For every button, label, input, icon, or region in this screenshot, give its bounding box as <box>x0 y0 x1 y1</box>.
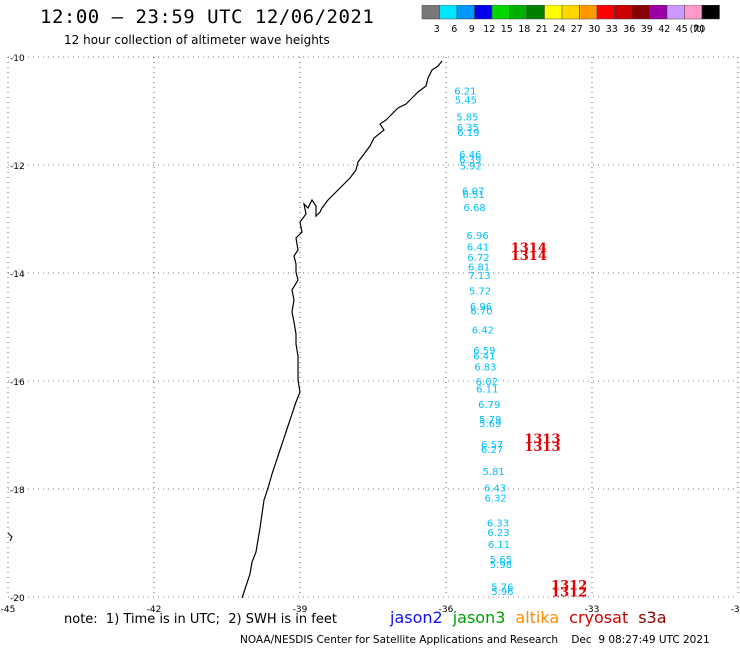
pass-time-label: 1313 <box>524 440 560 455</box>
wave-height-label: 6.96 <box>470 302 492 313</box>
wave-height-label: 6.96 <box>466 231 488 242</box>
legend-label: 30 <box>588 24 600 35</box>
grid-lines: -45 -42 -39 -36 -33 -30 -10 -12 -14 -16 -18 -20 <box>1 54 740 615</box>
legend-label: 39 <box>641 24 653 35</box>
wave-height-label: 5.96 <box>491 587 513 598</box>
wave-height-label: 5.85 <box>456 112 478 123</box>
wave-height-label: 5.65 <box>490 555 512 566</box>
wave-height-label: 6.07 <box>462 186 484 197</box>
legend-label: 27 <box>571 24 583 35</box>
page-title: 12:00 – 23:59 UTC 12/06/2021 <box>40 6 375 28</box>
legend-label: 33 <box>606 24 618 35</box>
wave-height-label: 5.79 <box>479 415 501 426</box>
wave-height-label: 6.43 <box>484 483 506 494</box>
wave-height-label: 6.70 <box>470 306 492 317</box>
wave-height-label: 5.72 <box>469 286 491 297</box>
legend-label: 24 <box>553 24 565 35</box>
note-text: note: 1) Time is in UTC; 2) SWH is in fe… <box>64 612 337 627</box>
wave-height-label: 6.68 <box>464 203 486 214</box>
pass-time-label: 1314 <box>511 249 547 264</box>
wave-height-label: 6.42 <box>472 326 494 337</box>
credit-line: NOAA/NESDIS Center for Satellite Applica… <box>240 634 710 646</box>
wave-height-label: 6.35 <box>457 123 479 134</box>
wave-height-label: 6.02 <box>476 377 498 388</box>
legend-label: 45 <box>676 24 688 35</box>
lat-tick-label: -16 <box>10 378 25 388</box>
wave-height-label: 5.81 <box>483 467 505 478</box>
pass-time-label: 1312 <box>551 579 587 594</box>
wave-height-label: 6.83 <box>474 362 496 373</box>
pass-time-label: 1314 <box>511 241 547 256</box>
satellite-s3a: s3a <box>638 608 667 627</box>
pass-time-label: 1313 <box>524 432 560 447</box>
legend-swatch <box>701 5 720 20</box>
wave-height-label: 6.11 <box>476 385 498 396</box>
color-legend: 3 6 9 12 15 18 21 24 27 30 33 36 39 42 45 70(ft) <box>421 5 720 35</box>
wave-height-label: 6.79 <box>478 400 500 411</box>
lon-tick-label: -36 <box>439 605 454 615</box>
wave-height-label: 6.41 <box>467 243 489 254</box>
wave-height-label: 6.32 <box>484 494 506 505</box>
satellite-jason2: jason2 <box>390 608 443 627</box>
lon-tick-label: -42 <box>147 605 162 615</box>
wave-height-label: 5.45 <box>455 96 477 107</box>
legend-label: 3 <box>434 24 440 35</box>
coastline <box>241 60 443 599</box>
page-subtitle: 12 hour collection of altimeter wave hei… <box>64 33 330 47</box>
legend-units: (ft) <box>690 24 704 35</box>
wave-height-label: 6.46 <box>459 150 481 161</box>
legend-label: 18 <box>518 24 530 35</box>
satellite-cryosat: cryosat <box>569 608 629 627</box>
wave-height-label: 6.19 <box>457 128 479 139</box>
wave-height-label: 6.11 <box>488 540 510 551</box>
legend-label: 15 <box>501 24 513 35</box>
lon-tick-label: -30 <box>731 605 740 615</box>
legend-label: 21 <box>536 24 548 35</box>
wave-height-label: 6.27 <box>481 445 503 456</box>
pass-time-label: 1312 <box>551 586 587 601</box>
lat-tick-label: -10 <box>10 54 25 64</box>
wave-height-label: 6.57 <box>481 440 503 451</box>
wave-height-label: 6.33 <box>487 518 509 529</box>
altimeter-readings: 6.215.45 5.856.356.19 6.466.395.92 6.076.51… <box>454 86 513 598</box>
lat-tick-label: -12 <box>10 162 25 172</box>
lon-tick-label: -45 <box>1 605 16 615</box>
wave-height-label: 6.21 <box>454 86 476 97</box>
satellite-legend: jason2 jason3 altika cryosat s3a <box>390 608 677 627</box>
wave-height-label: 6.59 <box>473 346 495 357</box>
lat-tick-label: -14 <box>10 270 25 280</box>
lat-tick-label: -18 <box>10 486 25 496</box>
lon-tick-label: -39 <box>293 605 308 615</box>
wave-height-label: 5.98 <box>490 560 512 571</box>
lat-tick-label: -20 <box>10 594 25 604</box>
wave-height-label: 7.13 <box>468 271 490 282</box>
legend-label: 42 <box>658 24 670 35</box>
wave-height-label: 5.92 <box>460 162 482 173</box>
wave-height-label: 5.69 <box>479 419 501 430</box>
legend-label: 9 <box>469 24 475 35</box>
satellite-altika: altika <box>515 608 560 627</box>
wave-height-label: 6.72 <box>467 253 489 264</box>
satellite-jason3: jason3 <box>452 608 506 627</box>
legend-label: 12 <box>483 24 495 35</box>
wave-height-label: 5.76 <box>491 583 513 594</box>
wave-height-label: 6.39 <box>459 155 481 166</box>
legend-label: 70 <box>693 24 705 35</box>
wave-height-label: 6.41 <box>473 352 495 363</box>
coastline-island <box>7 532 13 542</box>
legend-label: 36 <box>623 24 635 35</box>
wave-height-label: 6.81 <box>468 263 490 274</box>
wave-height-label: 6.51 <box>463 190 485 201</box>
wave-height-label: 6.23 <box>487 528 509 539</box>
legend-label: 6 <box>451 24 457 35</box>
lon-tick-label: -33 <box>585 605 600 615</box>
